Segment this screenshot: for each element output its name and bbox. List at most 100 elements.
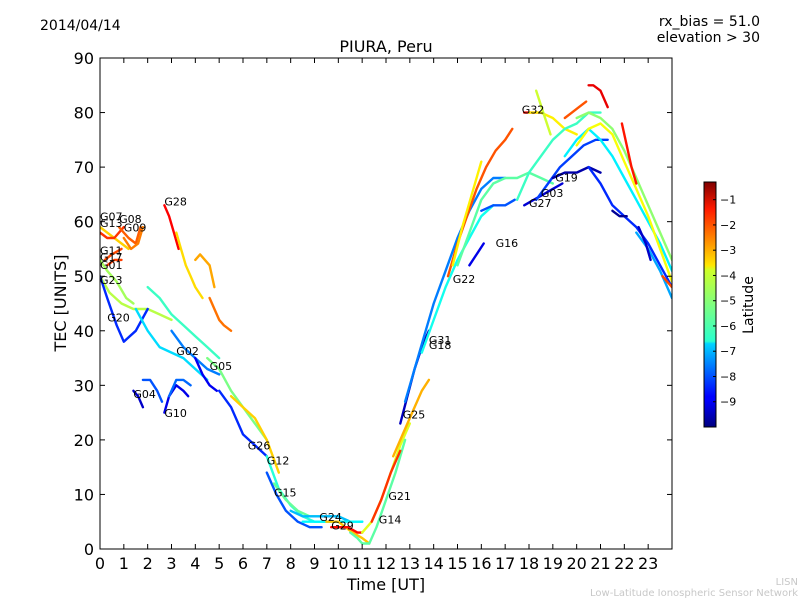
- series-line-g04b: [141, 378, 164, 403]
- series-line-g29b: [330, 526, 364, 534]
- y-tick-label: 90: [74, 49, 94, 68]
- y-tick-label: 80: [74, 104, 94, 123]
- x-tick-label: 10: [328, 554, 348, 573]
- prn-label-g18: G18: [429, 339, 452, 352]
- x-tick-label: 14: [423, 554, 443, 573]
- series-line-g32j: [587, 165, 672, 289]
- footer-network: Low-Latitude Ionospheric Sensor Network: [590, 588, 798, 599]
- series-line-g12: [229, 395, 280, 474]
- y-tick-label: 50: [74, 267, 94, 286]
- colorbar-tick-label: −2: [720, 219, 736, 232]
- x-tick-label: 23: [638, 554, 658, 573]
- y-tick-label: 30: [74, 376, 94, 395]
- prn-label-g27: G27: [529, 197, 552, 210]
- colorbar-tick-label: −6: [720, 320, 736, 333]
- date-label: 2014/04/14: [40, 18, 121, 34]
- series-line-g04: [132, 389, 145, 409]
- y-tick-label: 20: [74, 431, 94, 450]
- y-tick-label: 60: [74, 213, 94, 232]
- series-line-g13: [100, 225, 126, 240]
- series-line-g05b: [194, 356, 219, 392]
- prn-label-g26: G26: [248, 440, 271, 453]
- series-line-g28: [163, 204, 180, 251]
- prn-label-g22: G22: [453, 273, 476, 286]
- prn-label-g29: G29: [331, 519, 354, 532]
- series-line-g28d: [208, 296, 233, 332]
- series-line-g20: [100, 275, 149, 343]
- prn-label-g19: G19: [555, 171, 578, 184]
- series-line-g08: [117, 225, 142, 245]
- x-axis-label: Time [UT]: [346, 575, 425, 594]
- prn-label-g14: G14: [379, 513, 402, 526]
- series-line-g27: [523, 182, 564, 207]
- series-line-g14: [349, 438, 407, 545]
- x-tick-label: 9: [309, 554, 319, 573]
- series-line-g02b: [134, 307, 209, 382]
- prn-label-g03: G03: [541, 187, 564, 200]
- x-tick-label: 4: [190, 554, 200, 573]
- prn-label-g02: G02: [176, 345, 199, 358]
- x-tick-label: 7: [262, 554, 272, 573]
- x-tick-label: 12: [376, 554, 396, 573]
- series-line-g05c: [206, 356, 268, 442]
- prn-label-g11: G11: [100, 244, 123, 257]
- series-line-g22c: [456, 171, 554, 267]
- x-tick-label: 20: [566, 554, 586, 573]
- series-line-g10b: [167, 378, 192, 398]
- series-line-g32o: [661, 275, 672, 289]
- x-tick-label: 0: [95, 554, 105, 573]
- x-tick-label: 2: [143, 554, 153, 573]
- x-tick-label: 22: [614, 554, 634, 573]
- series-line-g26: [217, 389, 268, 458]
- colorbar-tick-label: −9: [720, 396, 736, 409]
- x-tick-label: 6: [238, 554, 248, 573]
- colorbar: [703, 181, 717, 428]
- y-tick-label: 10: [74, 485, 94, 504]
- series-line-g32m: [635, 231, 672, 300]
- prn-label-g09: G09: [124, 222, 147, 235]
- series-line-g28c: [194, 253, 216, 289]
- series-line-g32k: [611, 209, 628, 218]
- series-line-g03: [535, 138, 609, 202]
- y-tick-label: 40: [74, 322, 94, 341]
- x-tick-label: 15: [447, 554, 467, 573]
- series-line-g31: [403, 176, 507, 403]
- x-tick-label: 18: [519, 554, 539, 573]
- series-line-g25: [392, 378, 431, 458]
- prn-label-g10: G10: [164, 407, 187, 420]
- series-line-g17: [105, 258, 123, 267]
- x-tick-label: 5: [214, 554, 224, 573]
- colorbar-tick-label: −5: [720, 295, 736, 308]
- prn-label-g24: G24: [319, 511, 342, 524]
- x-tick-label: 1: [119, 554, 129, 573]
- colorbar-tick-label: −8: [720, 370, 736, 383]
- chart-title: PIURA, Peru: [339, 37, 433, 56]
- prn-label-g23: G23: [100, 274, 123, 287]
- x-tick-label: 16: [471, 554, 491, 573]
- x-tick-label: 11: [352, 554, 372, 573]
- x-tick-label: 19: [543, 554, 563, 573]
- y-axis-label: TEC [UNITS]: [51, 255, 70, 353]
- x-tick-label: 21: [590, 554, 610, 573]
- series-line-g01: [100, 258, 135, 305]
- footer-lisn: LISN: [775, 577, 798, 588]
- series-line-g19: [551, 165, 602, 180]
- prn-label-g28: G28: [164, 195, 187, 208]
- series-line-g32l: [620, 122, 638, 185]
- prn-label-g01: G01: [100, 259, 123, 272]
- colorbar-label: Latitude: [741, 276, 757, 334]
- prn-label-g04: G04: [133, 388, 156, 401]
- prn-label-g31: G31: [429, 334, 452, 347]
- series-line-g32f: [587, 84, 609, 109]
- prn-label-g17: G17: [100, 251, 123, 264]
- series-line-g29: [325, 520, 371, 545]
- series-line-g18: [420, 204, 495, 354]
- series-line-g10: [163, 384, 190, 414]
- x-tick-label: 3: [166, 554, 176, 573]
- elevation-label: elevation > 30: [656, 30, 760, 46]
- prn-label-g08: G08: [119, 213, 142, 226]
- series-line-g11: [103, 247, 123, 262]
- series-line-g22b: [451, 160, 483, 267]
- x-tick-label: 13: [400, 554, 420, 573]
- prn-label-g20: G20: [107, 312, 130, 325]
